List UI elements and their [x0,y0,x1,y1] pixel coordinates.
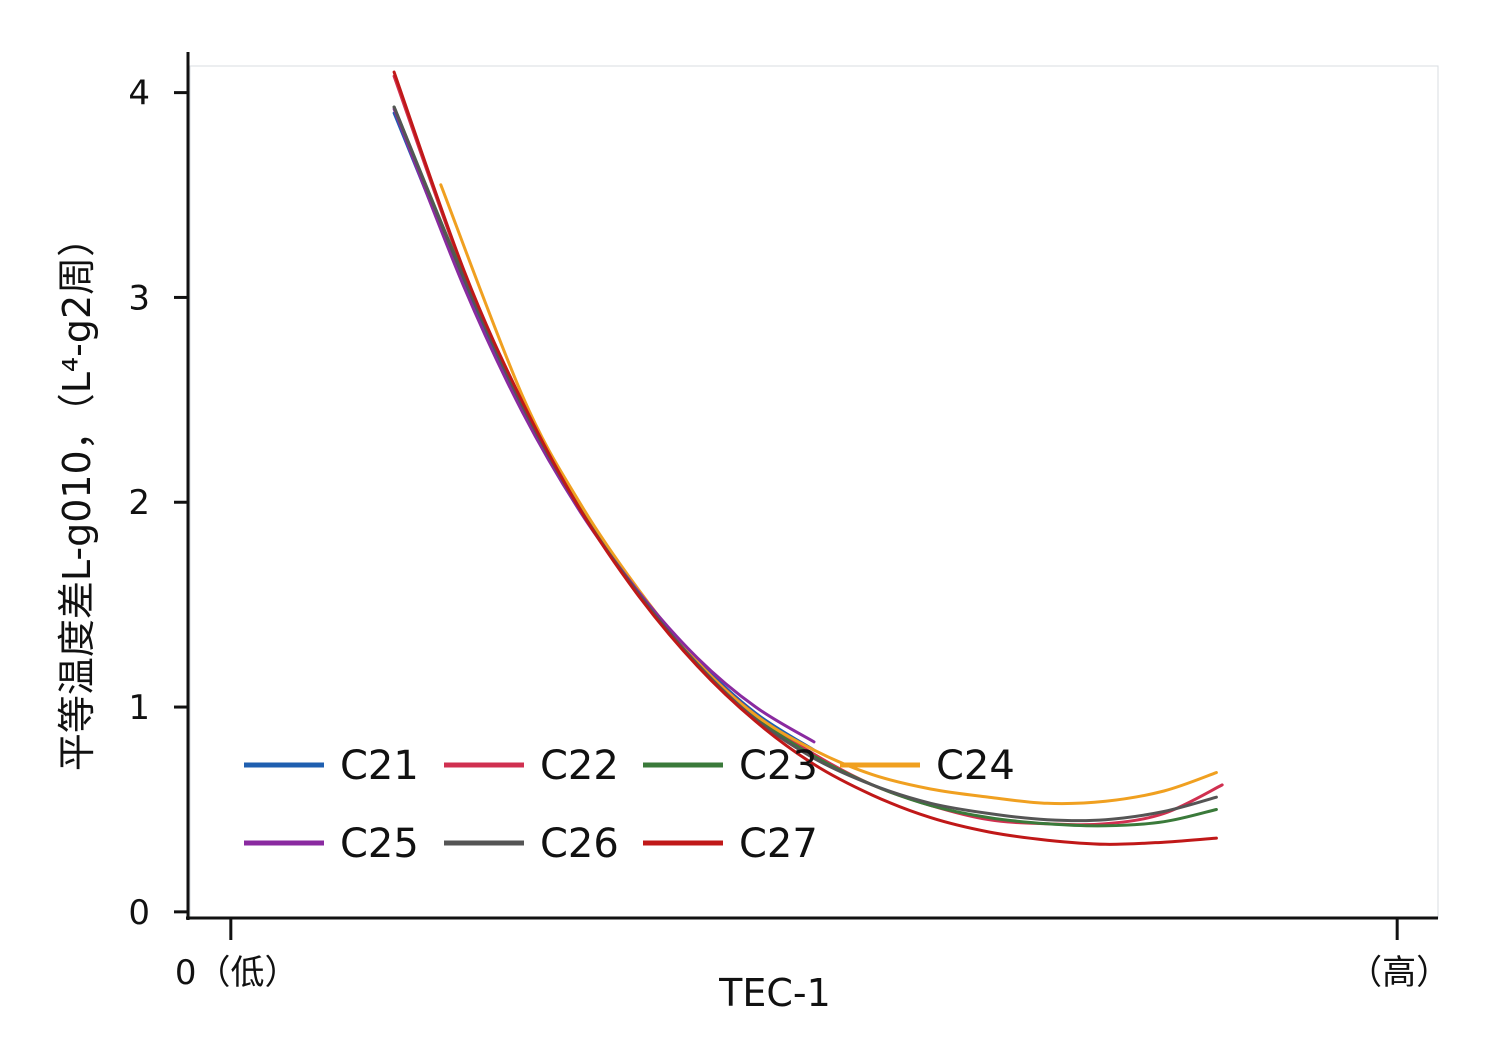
series-line-c24 [439,183,1218,806]
y-axis-title: 平等温度差L-g010，（L⁴-g2周） [55,219,99,771]
y-tick-label: 3 [128,278,150,318]
y-tick-label: 0 [128,893,150,933]
legend-label-c25: C25 [340,821,419,867]
legend: C21 C22 C23 C24 C25 C26 C27 [244,743,1015,867]
legend-label-c26: C26 [540,821,619,867]
x-tick-label: 0（低） [175,953,299,993]
y-tick-label: 4 [128,74,150,114]
series-line-c27 [392,70,1218,846]
x-tick-label: （高） [1348,953,1450,993]
axis-ticks: 0 1 2 3 4 0（低） （高） [128,74,1450,993]
x-axis-title: TEC-1 [718,971,831,1015]
series-lines [392,70,1224,846]
series-line-c26 [392,105,1218,823]
legend-label-c21: C21 [340,743,419,789]
legend-label-c27: C27 [739,821,818,867]
plot-area [189,65,1439,919]
legend-label-c23: C23 [739,743,818,789]
legend-label-c22: C22 [540,743,619,789]
y-tick-label: 1 [128,688,150,728]
y-tick-label: 2 [128,483,150,523]
legend-label-c24: C24 [936,743,1015,789]
